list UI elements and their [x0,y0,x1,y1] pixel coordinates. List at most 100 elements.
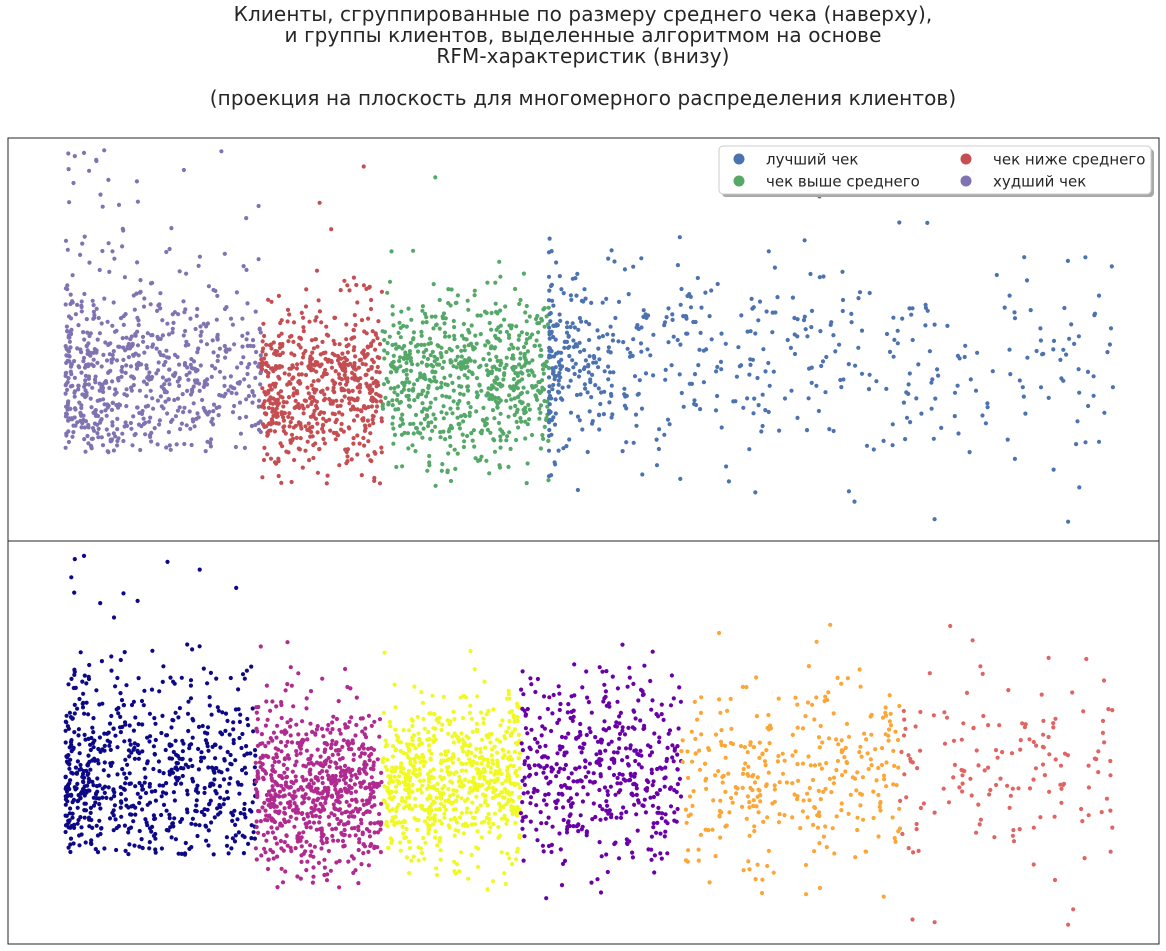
scatter-point [245,365,250,370]
scatter-point [148,302,153,307]
scatter-point [504,438,509,443]
scatter-point [257,326,262,331]
scatter-point [488,430,493,435]
scatter-point [119,369,125,374]
scatter-point [271,381,276,386]
scatter-point [481,756,486,762]
scatter-point [308,414,313,419]
scatter-point [404,367,409,373]
scatter-point [240,344,245,349]
scatter-point [141,304,147,309]
scatter-point [396,344,402,349]
scatter-point [359,318,365,323]
scatter-point [362,423,368,428]
scatter-point [160,783,166,788]
scatter-point [265,430,270,435]
scatter-point [398,399,403,405]
scatter-point [214,676,219,681]
scatter-point [79,832,84,837]
scatter-point [1028,308,1033,313]
scatter-point [952,414,957,419]
scatter-point [418,431,423,436]
scatter-point [512,396,517,401]
scatter-point [90,426,96,431]
scatter-point [243,771,249,776]
scatter-point [453,828,458,833]
scatter-point [465,388,471,393]
scatter-point [450,760,455,765]
scatter-point [276,333,281,339]
scatter-point [246,384,252,389]
scatter-point [118,805,123,810]
scatter-point [548,409,553,415]
scatter-point [382,356,387,361]
scatter-point [233,444,238,450]
scatter-point [587,409,592,414]
scatter-point [906,382,911,387]
scatter-point [509,861,515,867]
scatter-point [590,419,595,424]
scatter-point [418,787,423,792]
scatter-point [383,764,388,769]
scatter-point [329,742,334,747]
scatter-point [183,840,188,846]
scatter-point [587,761,593,766]
scatter-point [425,796,430,802]
scatter-point [77,751,82,756]
scatter-point [369,723,374,729]
scatter-point [287,312,292,317]
scatter-point [688,305,694,310]
scatter-point [553,462,558,467]
scatter-point [1091,393,1096,398]
scatter-point [221,802,226,807]
scatter-point [157,302,162,307]
scatter-point [256,830,261,835]
scatter-point [188,696,194,701]
scatter-point [272,788,277,793]
scatter-point [460,762,465,767]
scatter-point [507,718,512,724]
scatter-point [617,736,622,741]
scatter-point [451,364,456,369]
scatter-point [479,835,484,840]
scatter-point [381,710,386,715]
scatter-point [88,767,93,772]
scatter-point [293,846,298,851]
scatter-point [271,340,276,345]
scatter-point [143,790,149,796]
scatter-point [617,721,622,726]
scatter-point [499,816,504,821]
scatter-point [394,789,399,795]
scatter-point [337,463,342,468]
scatter-point [408,757,413,762]
scatter-point [838,377,843,383]
scatter-point [789,388,794,393]
scatter-point [452,333,457,338]
scatter-point [439,752,444,757]
scatter-point [245,301,250,306]
scatter-point [121,228,126,233]
scatter-point [66,726,71,731]
scatter-point [304,748,309,753]
scatter-point [308,772,313,777]
scatter-point [269,387,274,392]
scatter-point [278,838,283,844]
scatter-point [83,373,88,378]
scatter-point [333,437,338,442]
scatter-point [261,346,266,351]
scatter-point [546,815,551,820]
scatter-point [366,439,371,444]
scatter-point [792,332,797,337]
scatter-point [330,411,335,416]
scatter-point [359,862,364,867]
scatter-point [292,789,297,794]
scatter-point [630,855,636,860]
scatter-point [102,731,107,736]
scatter-point [96,315,101,321]
scatter-point [475,694,480,699]
scatter-point [1007,293,1012,298]
scatter-point [515,773,520,779]
scatter-point [209,820,214,825]
scatter-point [422,342,427,347]
scatter-point [265,717,270,722]
